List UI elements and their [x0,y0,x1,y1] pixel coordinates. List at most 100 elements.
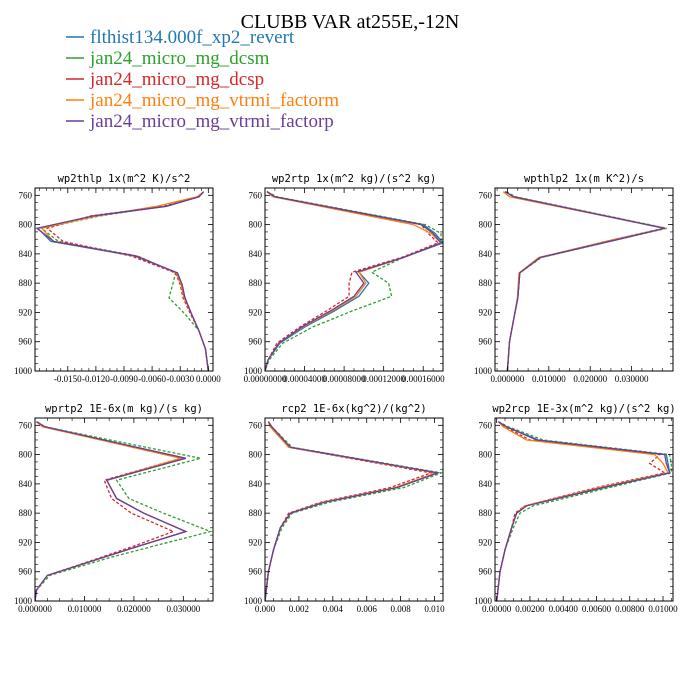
y-tick-label: 960 [249,337,263,347]
series-line [502,191,666,371]
x-tick-label: -0.0150 [54,374,82,384]
series-group [496,421,672,601]
series-line [40,191,209,371]
series-line [36,191,209,371]
x-tick-label: 0.008 [390,604,411,614]
y-tick-label: 960 [19,337,33,347]
x-tick-label: 0.000 [255,604,276,614]
panel-title: wp2rtp 1x(m^2 kg)/(s^2 kg) [272,173,436,185]
series-group [265,421,443,601]
y-tick-label: 920 [479,307,493,317]
series-line [496,421,671,601]
chart-panel: wprtp2 1E-6x(m kg)/(s kg) 760 800 840 880 920… [14,403,214,614]
x-tick-label: 0.030000 [615,374,649,384]
series-group [265,191,443,371]
y-tick-label: 920 [479,537,493,547]
x-tick-label: -0.0090 [110,374,138,384]
panel-title: wp2rcp 1E-3x(m^2 kg)/(s^2 kg) [492,403,675,415]
series-line [35,191,209,371]
y-tick-label: 960 [479,337,493,347]
chart-panel: wp2rtp 1x(m^2 kg)/(s^2 kg) 760 800 840 880 92… [244,173,445,384]
chart-panel: wpthlp2 1x(m K^2)/s 760 800 840 880 920 960 100… [474,173,674,384]
y-tick-label: 920 [19,307,33,317]
x-tick-label: 0.00016000 [402,374,445,384]
y-tick-label: 760 [479,420,493,430]
x-tick-label: 0.00600 [582,604,612,614]
series-line [35,421,188,601]
plot-frame [494,417,674,602]
series-line [35,421,188,601]
y-tick-label: 760 [249,190,263,200]
y-tick-label: 800 [479,220,493,230]
y-tick-label: 840 [249,249,263,259]
series-line [496,421,672,601]
series-line [265,191,443,371]
series-group [35,421,213,601]
x-tick-label: 0.020000 [573,374,607,384]
panel-title: rcp2 1E-6x(kg^2)/(kg^2) [281,403,426,415]
x-tick-label: 0.020000 [117,604,151,614]
series-line [504,191,665,371]
panel-title: wpthlp2 1x(m K^2)/s [524,173,644,185]
y-tick-label: 1000 [244,366,263,376]
series-line [505,191,667,371]
plot-frame [264,187,444,372]
y-tick-label: 800 [19,220,33,230]
series-line [40,191,209,371]
x-tick-label: 0.004 [323,604,344,614]
y-tick-label: 840 [19,479,33,489]
y-tick-label: 880 [19,278,33,288]
y-tick-label: 880 [249,278,263,288]
x-tick-label: 0.01000 [648,604,678,614]
legend-entry: jan24_micro_mg_vtrmi_factorm [89,90,339,111]
legend-entry: jan24_micro_mg_dcsm [89,48,270,69]
panel-title: wprtp2 1E-6x(m kg)/(s kg) [45,403,203,415]
y-tick-label: 920 [249,537,263,547]
legend: flthist134.000f_xp2_revertjan24_micro_mg… [66,27,339,132]
x-tick-label: 0.000000 [18,604,52,614]
x-tick-label: -0.0030 [166,374,194,384]
legend-entry: jan24_micro_mg_vtrmi_factorp [89,111,334,132]
y-tick-label: 920 [249,307,263,317]
chart-panel: wp2rcp 1E-3x(m^2 kg)/(s^2 kg) 760 800 840 88… [474,403,678,614]
x-tick-label: 0.0000 [196,374,221,384]
series-line [35,421,188,601]
y-tick-label: 840 [249,479,263,489]
y-tick-label: 880 [479,278,493,288]
x-tick-label: 0.00008000 [323,374,366,384]
y-tick-label: 840 [19,249,33,259]
y-tick-label: 1000 [14,366,33,376]
series-line [265,421,441,601]
y-tick-label: 960 [249,567,263,577]
y-tick-label: 800 [249,450,263,460]
y-tick-label: 760 [19,420,33,430]
x-tick-label: 0.030000 [166,604,200,614]
y-tick-label: 760 [249,420,263,430]
legend-entry: jan24_micro_mg_dcsp [89,69,264,90]
x-tick-label: 0.010000 [532,374,566,384]
x-tick-label: 0.00004000 [283,374,326,384]
y-tick-label: 1000 [474,366,493,376]
y-tick-label: 1000 [474,596,493,606]
series-line [504,191,665,371]
series-line [265,191,443,371]
x-tick-label: -0.0120 [82,374,110,384]
series-line [265,421,434,601]
y-tick-label: 920 [19,537,33,547]
x-tick-label: 0.010 [424,604,445,614]
x-tick-label: 0.00200 [515,604,545,614]
series-line [265,191,442,371]
x-tick-label: 0.00000000 [244,374,287,384]
y-tick-label: 760 [19,190,33,200]
series-line [504,191,665,371]
series-line [265,191,440,371]
y-tick-label: 960 [479,567,493,577]
series-line [496,421,667,601]
plot-frame [34,417,214,602]
y-tick-label: 800 [249,220,263,230]
plot-frame [264,417,444,602]
x-tick-label: 0.002 [289,604,309,614]
y-tick-label: 840 [479,249,493,259]
panels: wp2thlp 1x(m^2 K)/s^2 760 800 840 880 920 960 1… [14,173,678,614]
